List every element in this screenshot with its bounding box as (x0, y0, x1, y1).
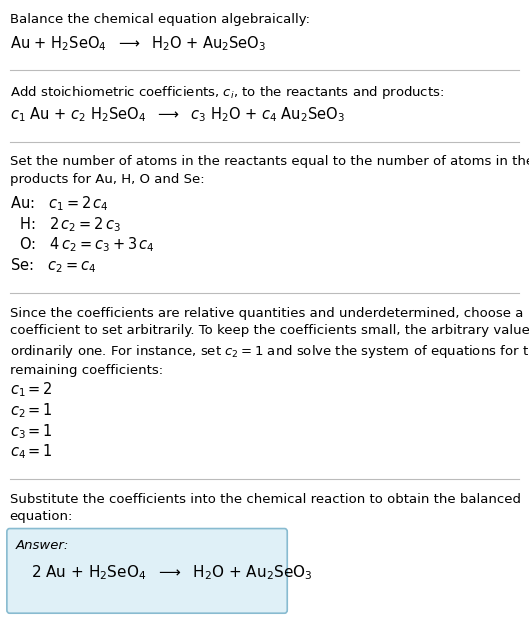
Text: Since the coefficients are relative quantities and underdetermined, choose a
coe: Since the coefficients are relative quan… (10, 307, 529, 377)
Text: Se:   $c_2 = c_4$: Se: $c_2 = c_4$ (10, 256, 96, 275)
Text: $c_2 = 1$: $c_2 = 1$ (10, 401, 52, 420)
Text: Au + H$_2$SeO$_4$  $\longrightarrow$  H$_2$O + Au$_2$SeO$_3$: Au + H$_2$SeO$_4$ $\longrightarrow$ H$_2… (10, 34, 266, 53)
Text: Au:   $c_1 = 2\,c_4$: Au: $c_1 = 2\,c_4$ (10, 194, 108, 213)
Text: $c_4 = 1$: $c_4 = 1$ (10, 443, 52, 461)
Text: Add stoichiometric coefficients, $c_i$, to the reactants and products:: Add stoichiometric coefficients, $c_i$, … (10, 84, 444, 101)
Text: 2 Au + H$_2$SeO$_4$  $\longrightarrow$  H$_2$O + Au$_2$SeO$_3$: 2 Au + H$_2$SeO$_4$ $\longrightarrow$ H$… (31, 563, 312, 582)
Text: H:   $2\,c_2 = 2\,c_3$: H: $2\,c_2 = 2\,c_3$ (10, 215, 121, 234)
FancyBboxPatch shape (7, 529, 287, 613)
Text: $c_3 = 1$: $c_3 = 1$ (10, 422, 52, 441)
Text: O:   $4\,c_2 = c_3 + 3\,c_4$: O: $4\,c_2 = c_3 + 3\,c_4$ (10, 236, 154, 255)
Text: $c_1$ Au + $c_2$ H$_2$SeO$_4$  $\longrightarrow$  $c_3$ H$_2$O + $c_4$ Au$_2$SeO: $c_1$ Au + $c_2$ H$_2$SeO$_4$ $\longrigh… (10, 105, 344, 124)
Text: $c_1 = 2$: $c_1 = 2$ (10, 381, 52, 399)
Text: Set the number of atoms in the reactants equal to the number of atoms in the
pro: Set the number of atoms in the reactants… (10, 155, 529, 186)
Text: Answer:: Answer: (16, 539, 69, 552)
Text: Balance the chemical equation algebraically:: Balance the chemical equation algebraica… (10, 13, 309, 26)
Text: Substitute the coefficients into the chemical reaction to obtain the balanced
eq: Substitute the coefficients into the che… (10, 493, 521, 524)
